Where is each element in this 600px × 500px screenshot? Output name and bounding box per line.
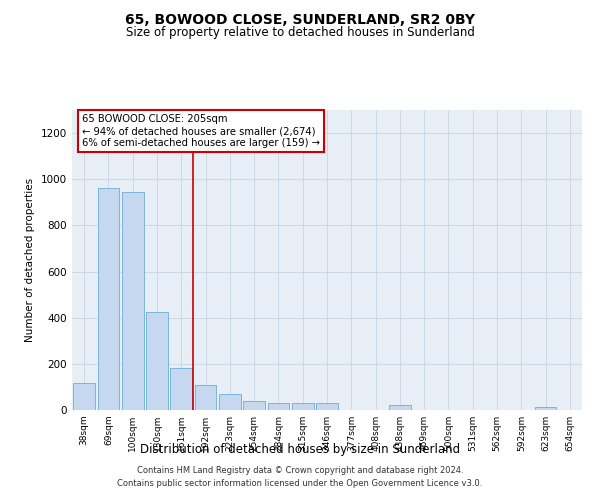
Bar (535, 406, 556, 410)
Bar (243, 401, 265, 410)
Y-axis label: Number of detached properties: Number of detached properties (25, 178, 35, 342)
Bar (122, 192, 143, 410)
Bar (146, 312, 168, 410)
Bar (194, 384, 217, 410)
Bar (97, 188, 119, 410)
Bar (389, 406, 411, 410)
Bar (219, 394, 241, 410)
Text: Distribution of detached houses by size in Sunderland: Distribution of detached houses by size … (140, 444, 460, 456)
Text: 65 BOWOOD CLOSE: 205sqm
← 94% of detached houses are smaller (2,674)
6% of semi-: 65 BOWOOD CLOSE: 205sqm ← 94% of detache… (82, 114, 320, 148)
Bar (316, 403, 338, 410)
Text: Size of property relative to detached houses in Sunderland: Size of property relative to detached ho… (125, 26, 475, 39)
Bar (73, 384, 95, 410)
Bar (268, 403, 289, 410)
Text: Contains HM Land Registry data © Crown copyright and database right 2024.
Contai: Contains HM Land Registry data © Crown c… (118, 466, 482, 487)
Bar (292, 403, 314, 410)
Bar (170, 368, 192, 410)
Text: 65, BOWOOD CLOSE, SUNDERLAND, SR2 0BY: 65, BOWOOD CLOSE, SUNDERLAND, SR2 0BY (125, 12, 475, 26)
